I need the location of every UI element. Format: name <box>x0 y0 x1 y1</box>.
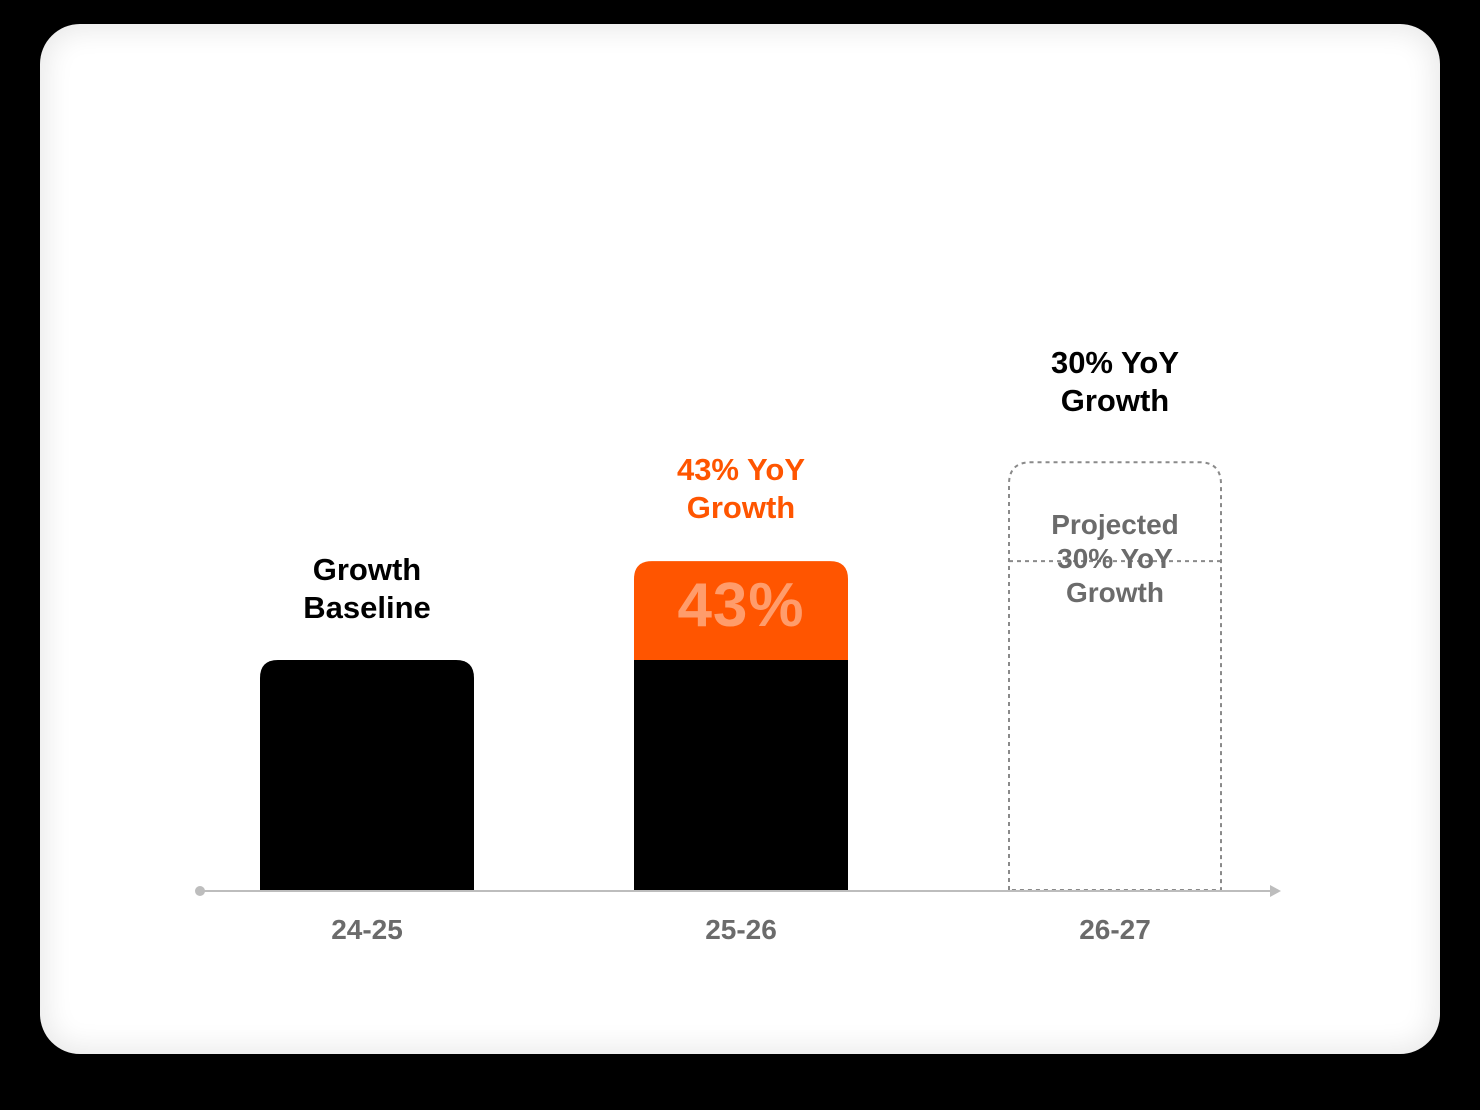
bar-label-24-25-line2: Baseline <box>303 590 431 625</box>
x-tick-label: 26-27 <box>1079 914 1151 945</box>
bar-label-24-25-line1: Growth <box>312 552 422 587</box>
x-axis-start-dot <box>195 886 205 896</box>
projected-label-line1: Projected <box>1051 509 1179 541</box>
bar-label-26-27-line2: Growth <box>1060 383 1170 419</box>
bar-label-26-27: 30% YoY Growth <box>985 344 1245 420</box>
bar-label-26-27-line1: 30% YoY <box>1050 345 1180 381</box>
bar-26-27-projected-outline <box>1008 461 1222 891</box>
projected-label-line3: Growth <box>1066 577 1164 609</box>
bars-layer <box>260 461 1222 891</box>
bar-label-24-25: Growth Baseline <box>237 551 497 627</box>
projected-label-line2: 30% YoY <box>1057 543 1173 575</box>
bar-24-25-baseline <box>260 660 474 890</box>
x-tick-label: 25-26 <box>705 914 777 945</box>
bar-label-25-26-line2: Growth <box>686 490 796 526</box>
x-tick-label: 24-25 <box>331 914 403 945</box>
x-axis <box>195 885 1281 897</box>
bar-25-26-baseline <box>634 660 848 890</box>
x-axis-arrow-icon <box>1270 885 1281 897</box>
bar-label-25-26: 43% YoY Growth <box>611 451 871 527</box>
projected-segment-label: Projected 30% YoY Growth <box>1008 508 1222 610</box>
growth-segment-label: 43% <box>677 570 805 640</box>
bar-25-26-growth <box>634 561 848 660</box>
bar-label-25-26-line1: 43% YoY <box>676 452 806 488</box>
